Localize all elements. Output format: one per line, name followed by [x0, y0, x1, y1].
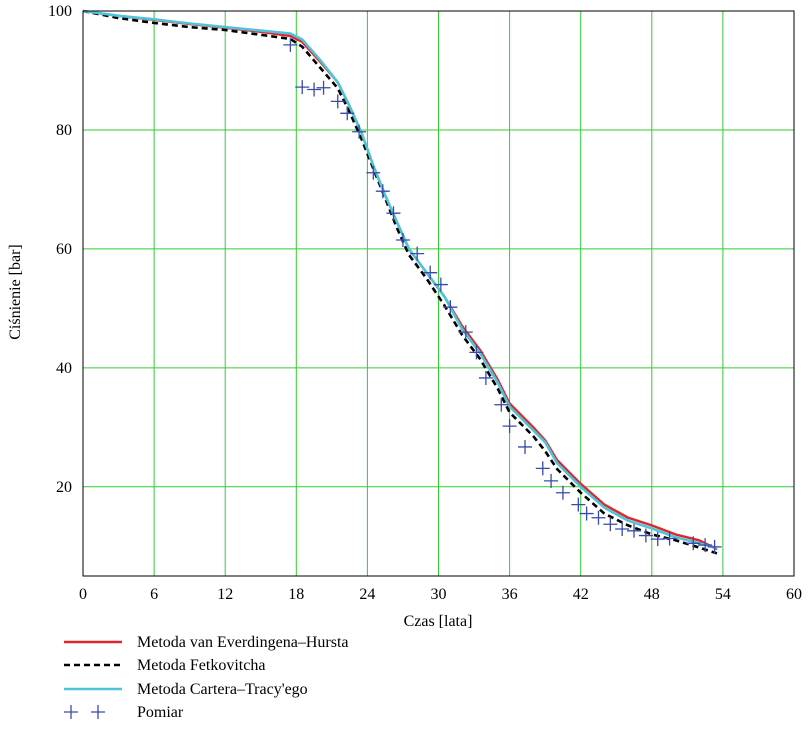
- series-pomiar: [283, 37, 722, 554]
- data-point-marker: [638, 528, 653, 543]
- series-layer: [82, 9, 722, 555]
- data-point-marker: [340, 106, 355, 121]
- data-point-marker: [469, 345, 484, 360]
- data-point-marker: [352, 124, 367, 139]
- plot-border: [82, 10, 795, 577]
- legend-item: Pomiar: [64, 704, 184, 721]
- legend-label: Metoda van Everdingena–Hursta: [137, 634, 348, 651]
- legend-item: Metoda van Everdingena–Hursta: [64, 634, 348, 651]
- data-point-marker: [443, 300, 458, 315]
- legend-marker: [64, 705, 78, 719]
- data-point-marker: [375, 184, 390, 199]
- x-tick-label: 18: [288, 586, 304, 603]
- x-tick-label: 42: [573, 586, 589, 603]
- data-point-marker: [433, 277, 448, 292]
- data-point-marker: [423, 265, 438, 280]
- data-point-marker: [579, 506, 594, 521]
- x-axis-title: Czas [lata]: [404, 613, 473, 630]
- data-point-marker: [662, 531, 677, 546]
- plot-frame: [82, 10, 795, 577]
- data-point-marker: [591, 510, 606, 525]
- data-point-marker: [316, 80, 331, 95]
- y-tick-label: 60: [56, 241, 72, 258]
- data-point-marker: [518, 439, 533, 454]
- y-tick-label: 40: [56, 360, 72, 377]
- data-point-marker: [627, 523, 642, 538]
- data-point-marker: [478, 370, 493, 385]
- data-point-marker: [458, 325, 473, 340]
- x-tick-label: 30: [431, 586, 447, 603]
- data-point-marker: [615, 522, 630, 537]
- data-point-marker: [571, 497, 586, 512]
- x-tick-label: 60: [786, 586, 802, 603]
- data-point-marker: [603, 517, 618, 532]
- series-line-carter-tracy: [82, 9, 718, 550]
- data-point-marker: [410, 246, 425, 261]
- data-point-marker: [494, 397, 509, 412]
- data-point-marker: [698, 538, 713, 553]
- legend-label: Metoda Fetkovitcha: [137, 657, 265, 674]
- legend-label: Pomiar: [137, 704, 184, 721]
- series-line-van-everdingen-hurst: [82, 9, 718, 551]
- x-tick-label: 24: [359, 586, 375, 603]
- grid: [82, 10, 795, 576]
- x-tick-label: 0: [79, 586, 87, 603]
- legend: Metoda van Everdingena–Hursta Metoda Fetk…: [64, 634, 348, 721]
- data-point-marker: [535, 461, 550, 476]
- data-point-marker: [650, 532, 665, 547]
- data-point-marker: [307, 82, 322, 97]
- data-point-marker: [330, 94, 345, 109]
- data-point-marker: [366, 165, 381, 180]
- y-tick-label: 80: [56, 122, 72, 139]
- x-tick-label: 36: [502, 586, 518, 603]
- x-tick-label: 48: [644, 586, 660, 603]
- legend-marker: [91, 705, 105, 719]
- y-tick-label: 20: [56, 479, 72, 496]
- data-point-marker: [707, 539, 722, 554]
- legend-label: Metoda Cartera–Tracy'ego: [137, 681, 308, 698]
- x-tick-label: 12: [217, 586, 233, 603]
- y-tick-label: 100: [48, 3, 72, 20]
- tick-labels: 0 6 12 18 24 30 36 42 48 54 60 20 40 60 80 100: [48, 3, 802, 603]
- data-point-marker: [544, 473, 559, 488]
- data-point-marker: [555, 485, 570, 500]
- data-point-marker: [386, 206, 401, 221]
- data-point-marker: [395, 232, 410, 247]
- data-point-marker: [283, 37, 298, 52]
- x-tick-label: 54: [715, 586, 731, 603]
- legend-item: Metoda Cartera–Tracy'ego: [64, 681, 308, 698]
- data-point-marker: [295, 80, 310, 95]
- data-point-marker: [502, 419, 517, 434]
- legend-item: Metoda Fetkovitcha: [64, 657, 265, 674]
- data-point-marker: [686, 536, 701, 551]
- x-tick-label: 6: [150, 586, 158, 603]
- series-line-fetkovitch: [82, 9, 718, 555]
- y-axis-title: Ciśnienie [bar]: [7, 244, 24, 340]
